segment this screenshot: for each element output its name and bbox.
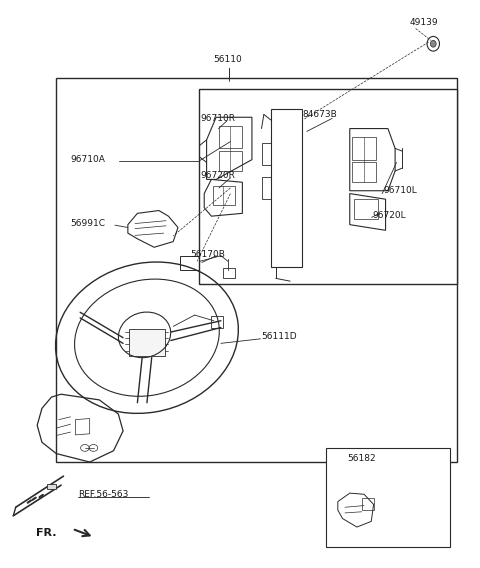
Bar — [326, 448, 450, 547]
Bar — [199, 89, 457, 284]
Bar — [129, 329, 165, 356]
Bar — [218, 151, 242, 171]
Bar — [271, 109, 302, 267]
Bar — [223, 268, 235, 278]
Bar — [180, 256, 199, 270]
Text: 96710R: 96710R — [201, 114, 236, 123]
Text: 56170B: 56170B — [190, 249, 225, 258]
Bar — [354, 199, 378, 219]
Bar — [352, 137, 376, 160]
Text: 56991C: 56991C — [71, 219, 106, 228]
Bar — [263, 143, 271, 165]
Text: REF.56-563: REF.56-563 — [78, 490, 128, 499]
Circle shape — [431, 40, 436, 47]
Text: 56111D: 56111D — [262, 332, 297, 340]
Bar — [362, 498, 373, 510]
Text: FR.: FR. — [36, 528, 56, 538]
Text: 84673B: 84673B — [302, 110, 337, 119]
Text: 96710A: 96710A — [71, 155, 106, 164]
Bar — [213, 186, 235, 205]
Bar — [47, 483, 56, 488]
Text: 96710L: 96710L — [383, 186, 417, 195]
Bar — [352, 162, 376, 182]
Bar — [56, 78, 457, 462]
Text: 49139: 49139 — [409, 18, 438, 27]
Ellipse shape — [74, 279, 219, 396]
Text: 56110: 56110 — [214, 55, 242, 64]
Bar — [211, 316, 223, 328]
Bar — [218, 126, 242, 148]
Text: 56182: 56182 — [348, 454, 376, 462]
Bar — [263, 177, 271, 199]
Text: 96720R: 96720R — [201, 171, 236, 180]
Text: 96720L: 96720L — [372, 211, 406, 220]
